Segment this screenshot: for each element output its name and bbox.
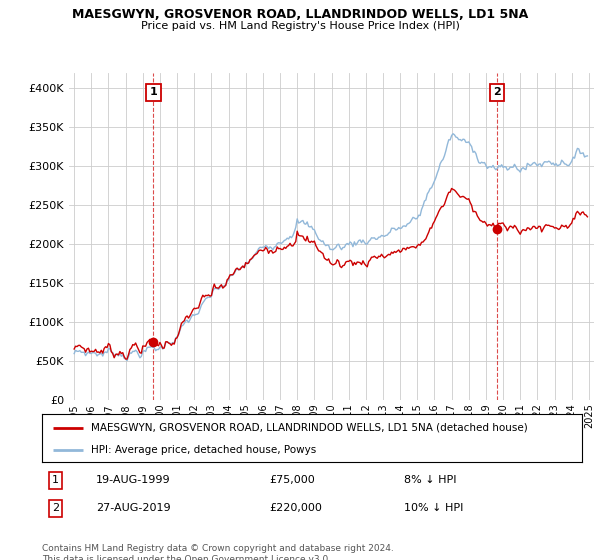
- Text: £220,000: £220,000: [269, 503, 322, 513]
- Text: 1: 1: [149, 87, 157, 97]
- Text: £75,000: £75,000: [269, 475, 314, 485]
- Text: 1: 1: [52, 475, 59, 485]
- Text: 27-AUG-2019: 27-AUG-2019: [96, 503, 170, 513]
- Text: 10% ↓ HPI: 10% ↓ HPI: [404, 503, 463, 513]
- Text: 8% ↓ HPI: 8% ↓ HPI: [404, 475, 457, 485]
- Text: MAESGWYN, GROSVENOR ROAD, LLANDRINDOD WELLS, LD1 5NA (detached house): MAESGWYN, GROSVENOR ROAD, LLANDRINDOD WE…: [91, 423, 527, 433]
- Text: Contains HM Land Registry data © Crown copyright and database right 2024.
This d: Contains HM Land Registry data © Crown c…: [42, 544, 394, 560]
- Text: HPI: Average price, detached house, Powys: HPI: Average price, detached house, Powy…: [91, 445, 316, 455]
- Text: 19-AUG-1999: 19-AUG-1999: [96, 475, 170, 485]
- Text: Price paid vs. HM Land Registry's House Price Index (HPI): Price paid vs. HM Land Registry's House …: [140, 21, 460, 31]
- Text: 2: 2: [493, 87, 501, 97]
- Text: MAESGWYN, GROSVENOR ROAD, LLANDRINDOD WELLS, LD1 5NA: MAESGWYN, GROSVENOR ROAD, LLANDRINDOD WE…: [72, 8, 528, 21]
- Text: 2: 2: [52, 503, 59, 513]
